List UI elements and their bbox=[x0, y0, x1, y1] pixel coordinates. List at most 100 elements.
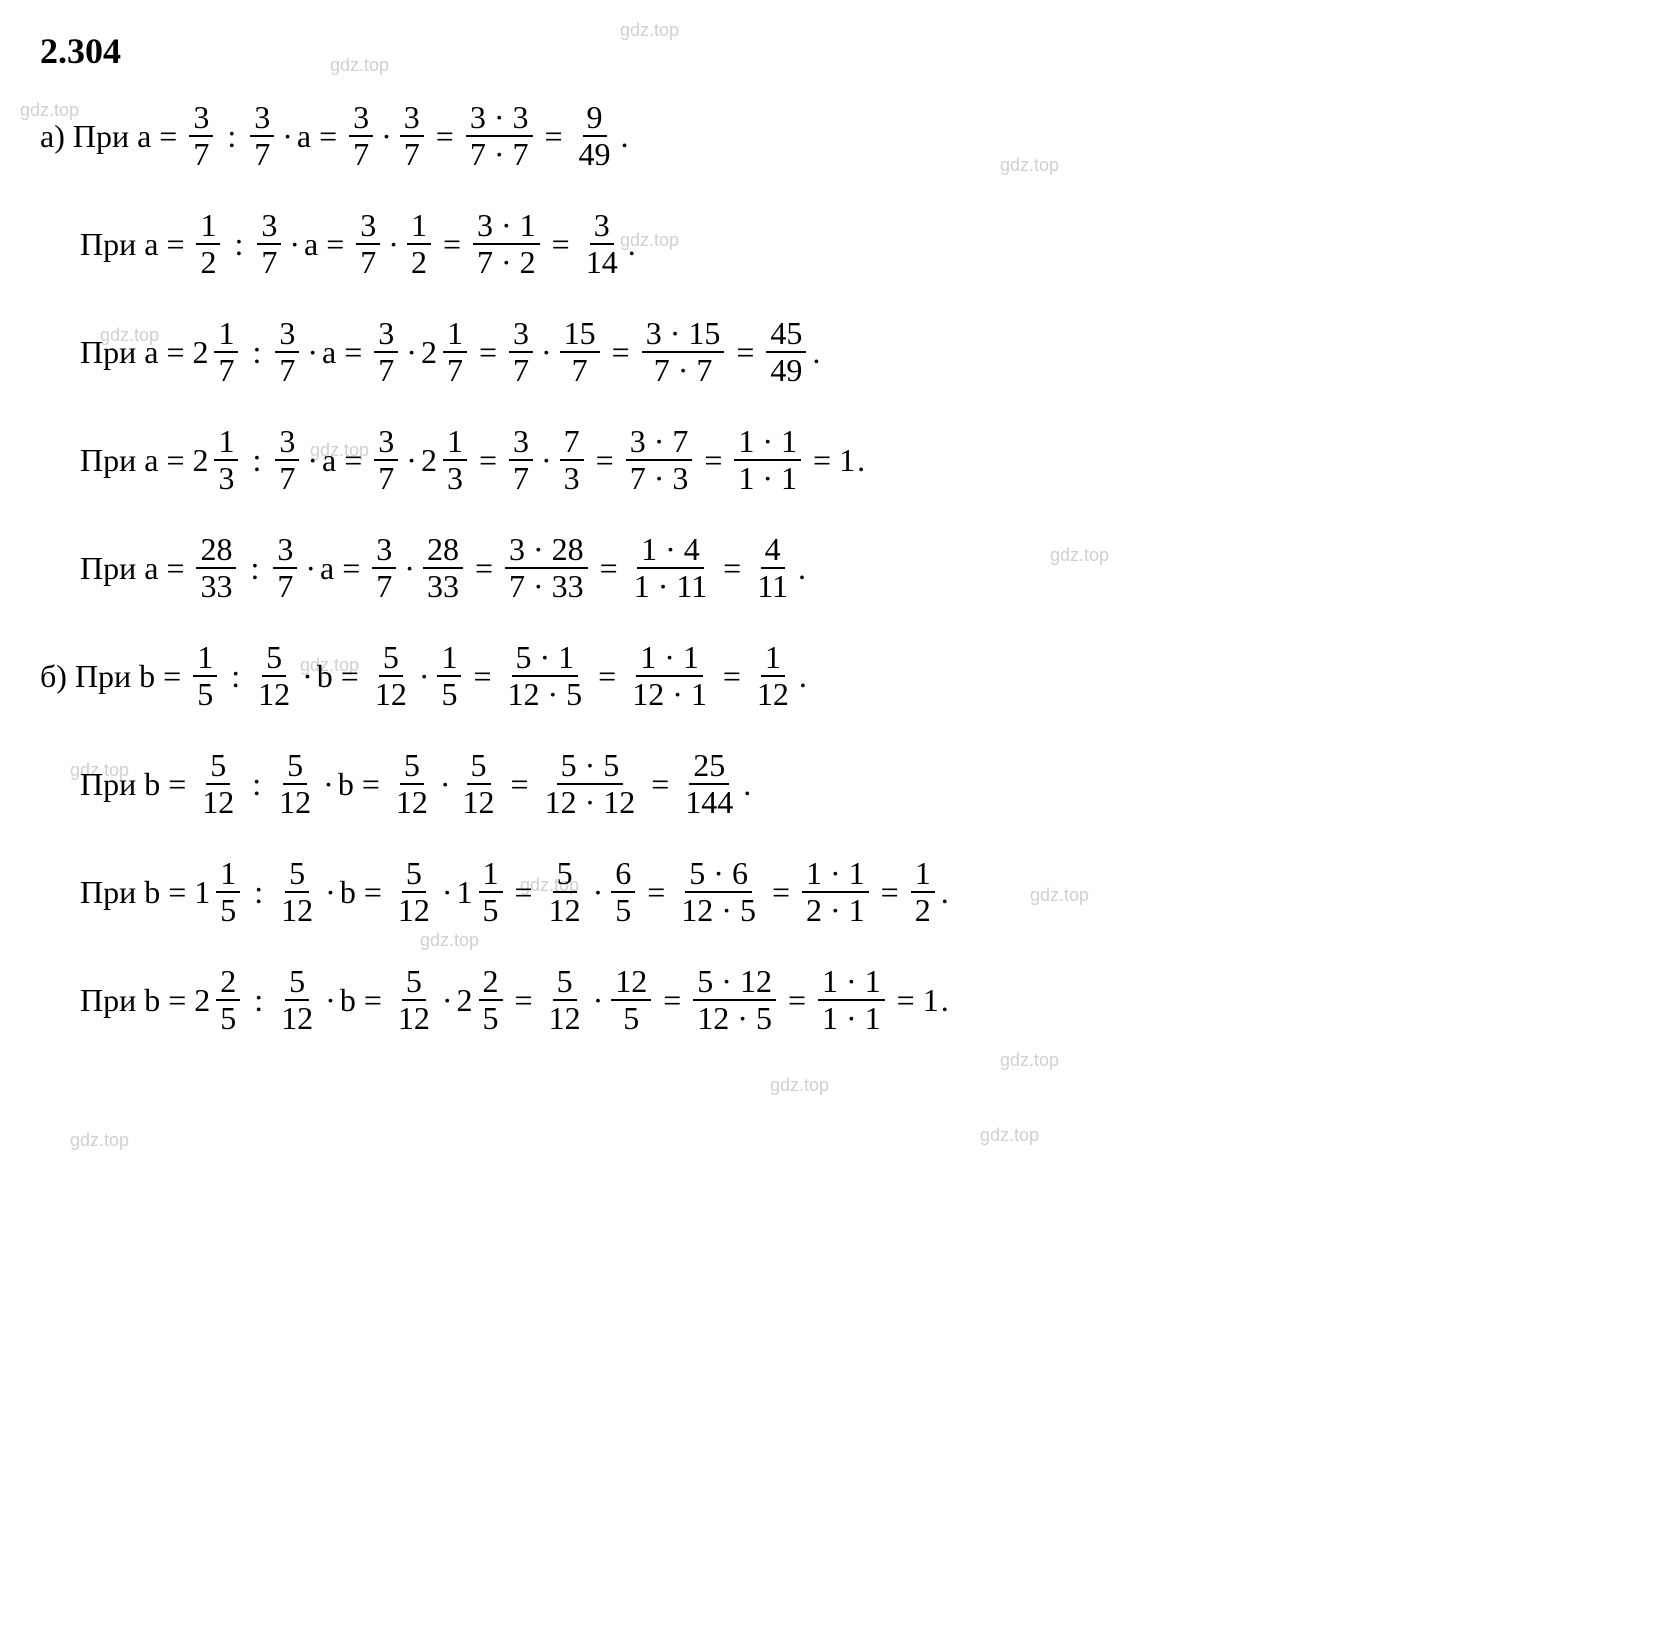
numerator: 15 bbox=[560, 316, 600, 353]
denominator: 12 bbox=[277, 1001, 317, 1036]
numerator: 1 bbox=[761, 640, 785, 677]
denominator: 12 · 12 bbox=[541, 785, 640, 820]
denominator: 1 · 1 bbox=[818, 1001, 885, 1036]
numerator: 2 bbox=[479, 964, 503, 1001]
fraction: 512 bbox=[459, 748, 499, 820]
fraction: 5 · 112 · 5 bbox=[504, 640, 587, 712]
equals-sign: = bbox=[475, 550, 493, 587]
denominator: 7 · 7 bbox=[650, 353, 717, 388]
numerator: 3 · 3 bbox=[466, 100, 533, 137]
fraction: 1 · 11 · 1 bbox=[818, 964, 885, 1036]
math-text: b bbox=[338, 766, 354, 803]
numerator: 3 bbox=[400, 100, 424, 137]
fraction: 37 bbox=[189, 100, 213, 172]
whole-part: 1 bbox=[457, 874, 473, 911]
denominator: 7 bbox=[443, 353, 467, 388]
colon-separator: : bbox=[250, 550, 259, 587]
numerator: 7 bbox=[560, 424, 584, 461]
fraction: 1 · 112 · 1 bbox=[628, 640, 711, 712]
equals-sign: = bbox=[596, 442, 614, 479]
fraction: 25 bbox=[216, 964, 240, 1036]
equation-line: а) При a=37:37·a=37·37=3 · 37 · 7=949. bbox=[40, 96, 1616, 176]
denominator: 7 bbox=[568, 353, 592, 388]
numerator: 1 bbox=[911, 856, 935, 893]
equals-sign: = bbox=[651, 766, 669, 803]
math-text: a bbox=[320, 550, 334, 587]
fraction: 37 bbox=[349, 100, 373, 172]
denominator: 7 bbox=[257, 245, 281, 280]
denominator: 2 bbox=[196, 245, 220, 280]
numerator: 1 bbox=[479, 856, 503, 893]
fraction: 3 · 17 · 2 bbox=[473, 208, 540, 280]
fraction: 5 · 1212 · 5 bbox=[693, 964, 776, 1036]
whole-part: 2 bbox=[194, 982, 210, 1019]
denominator: 1 · 11 bbox=[630, 569, 711, 604]
denominator: 5 bbox=[479, 893, 503, 928]
equals-sign: = bbox=[166, 226, 184, 263]
equals-sign: = bbox=[479, 334, 497, 371]
denominator: 144 bbox=[681, 785, 737, 820]
equals-sign: = bbox=[663, 982, 681, 1019]
fraction: 37 bbox=[509, 424, 533, 496]
numerator: 1 bbox=[437, 640, 461, 677]
period: . bbox=[799, 658, 807, 695]
equals-sign: = bbox=[515, 982, 533, 1019]
numerator: 3 bbox=[356, 208, 380, 245]
numerator: 5 · 6 bbox=[685, 856, 752, 893]
operator: · bbox=[381, 118, 392, 155]
fraction: 512 bbox=[394, 856, 434, 928]
fraction: 3 · 157 · 7 bbox=[642, 316, 725, 388]
numerator: 5 bbox=[206, 748, 230, 785]
fraction: 5 · 512 · 12 bbox=[541, 748, 640, 820]
numerator: 3 bbox=[273, 532, 297, 569]
numerator: 3 bbox=[374, 424, 398, 461]
denominator: 7 bbox=[189, 137, 213, 172]
whole-part: 1 bbox=[194, 874, 210, 911]
equals-sign: = bbox=[788, 982, 806, 1019]
numerator: 1 · 1 bbox=[802, 856, 869, 893]
problem-title: 2.304 bbox=[40, 30, 1616, 72]
denominator: 3 bbox=[443, 461, 467, 496]
fraction: 1 · 11 · 1 bbox=[734, 424, 801, 496]
numerator: 28 bbox=[423, 532, 463, 569]
equals-sign: = bbox=[166, 550, 184, 587]
denominator: 33 bbox=[423, 569, 463, 604]
numerator: 3 bbox=[189, 100, 213, 137]
denominator: 12 bbox=[394, 1001, 434, 1036]
denominator: 7 · 2 bbox=[473, 245, 540, 280]
denominator: 7 bbox=[372, 569, 396, 604]
numerator: 6 bbox=[611, 856, 635, 893]
numerator: 5 bbox=[379, 640, 403, 677]
fraction: 73 bbox=[560, 424, 584, 496]
denominator: 12 bbox=[277, 893, 317, 928]
numerator: 28 bbox=[196, 532, 236, 569]
fraction: 2833 bbox=[423, 532, 463, 604]
equation-line: При a=12:37·a=37·12=3 · 17 · 2=314. bbox=[80, 204, 1616, 284]
denominator: 12 · 5 bbox=[693, 1001, 776, 1036]
operator: · bbox=[282, 118, 293, 155]
equals-sign: = bbox=[515, 874, 533, 911]
equals-sign: = bbox=[545, 118, 563, 155]
fraction: 4549 bbox=[766, 316, 806, 388]
fraction: 37 bbox=[275, 424, 299, 496]
denominator: 7 bbox=[400, 137, 424, 172]
denominator: 7 · 7 bbox=[466, 137, 533, 172]
math-text: При a bbox=[80, 226, 158, 263]
fraction: 512 bbox=[545, 856, 585, 928]
numerator: 1 · 4 bbox=[637, 532, 704, 569]
fraction: 411 bbox=[753, 532, 792, 604]
period: . bbox=[743, 766, 751, 803]
equals-sign: = bbox=[598, 658, 616, 695]
fraction: 512 bbox=[371, 640, 411, 712]
period: . bbox=[798, 550, 806, 587]
denominator: 2 · 1 bbox=[802, 893, 869, 928]
numerator: 1 · 1 bbox=[734, 424, 801, 461]
numerator: 5 bbox=[402, 964, 426, 1001]
period: . bbox=[857, 442, 865, 479]
denominator: 3 bbox=[214, 461, 238, 496]
operator: · bbox=[541, 334, 552, 371]
equals-sign: = bbox=[600, 550, 618, 587]
operator: · bbox=[442, 982, 453, 1019]
denominator: 12 bbox=[371, 677, 411, 712]
equals-sign: = bbox=[647, 874, 665, 911]
